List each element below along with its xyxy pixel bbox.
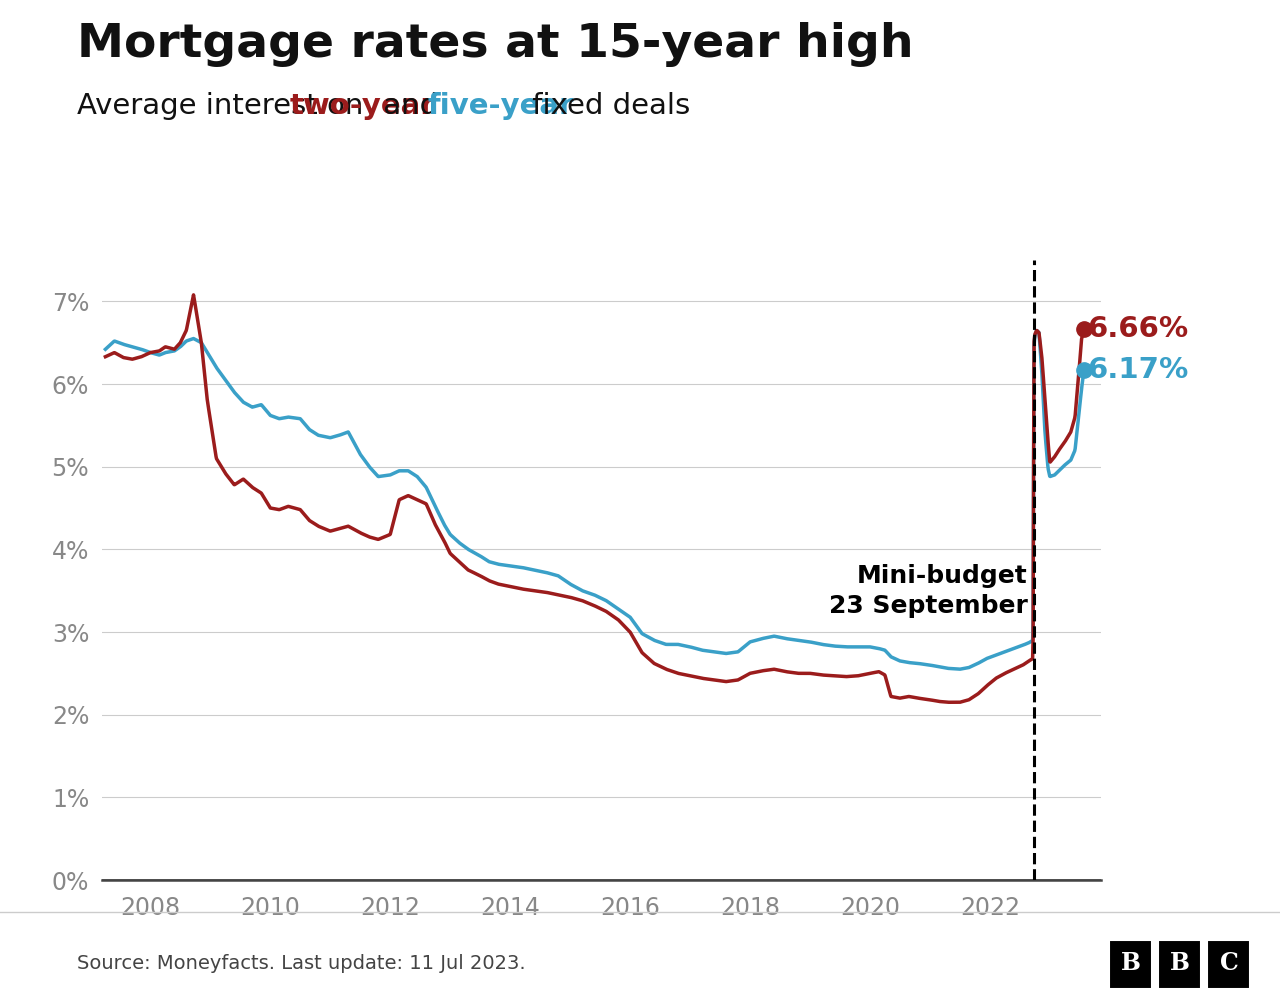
Text: fixed deals: fixed deals (524, 92, 690, 120)
Text: 6.17%: 6.17% (1087, 356, 1188, 384)
Text: 6.66%: 6.66% (1087, 315, 1188, 343)
Text: C: C (1220, 951, 1238, 975)
Text: Source: Moneyfacts. Last update: 11 Jul 2023.: Source: Moneyfacts. Last update: 11 Jul … (77, 954, 525, 973)
Text: five-year: five-year (428, 92, 573, 120)
Text: Mini-budget
23 September: Mini-budget 23 September (828, 564, 1028, 618)
Text: B: B (1121, 951, 1140, 975)
FancyBboxPatch shape (1207, 940, 1251, 989)
Text: two-year: two-year (289, 92, 435, 120)
FancyBboxPatch shape (1110, 940, 1152, 989)
Text: and: and (374, 92, 448, 120)
Text: B: B (1170, 951, 1189, 975)
Text: Average interest on: Average interest on (77, 92, 372, 120)
Text: Mortgage rates at 15-year high: Mortgage rates at 15-year high (77, 22, 914, 67)
FancyBboxPatch shape (1158, 940, 1202, 989)
